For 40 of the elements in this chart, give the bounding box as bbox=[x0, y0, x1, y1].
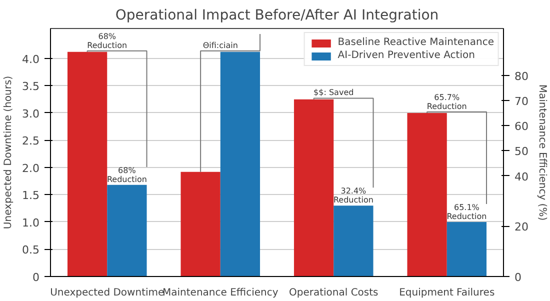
y2-tick-label: 70 bbox=[514, 94, 528, 108]
bar bbox=[334, 206, 374, 276]
annotation: Θifi:ciain bbox=[202, 40, 238, 50]
y-tick-label: 0 bbox=[32, 271, 40, 284]
y-tick-label: 1.0 bbox=[22, 216, 40, 230]
bar bbox=[67, 52, 108, 276]
annotation: 68% Reduction bbox=[106, 166, 147, 184]
y2-tick-label: 0 bbox=[514, 271, 522, 284]
y-tick-label: 0.5 bbox=[22, 244, 40, 257]
annotation: 32.4% Reduction bbox=[333, 186, 374, 205]
chart-title: Operational Impact Before/After AI Integration bbox=[115, 8, 439, 24]
y-tick-label: 3.5 bbox=[22, 80, 40, 94]
annotation: 68% Reduction bbox=[87, 32, 128, 50]
bar bbox=[180, 172, 220, 276]
bar bbox=[294, 99, 334, 276]
annotation: $$: Saved bbox=[314, 88, 354, 98]
y-tick-label: 4.0 bbox=[22, 52, 40, 66]
y2-axis-title: Maintenance Efficiency (%) bbox=[536, 84, 548, 221]
y-tick-label: 2.0 bbox=[22, 162, 40, 175]
bar bbox=[220, 52, 260, 276]
y2-tick-label: 80 bbox=[514, 70, 528, 83]
y-tick-label: 3.0 bbox=[22, 107, 40, 120]
bar bbox=[446, 222, 487, 276]
y-axis-title: Unexpected Downtime (hours) bbox=[3, 76, 14, 230]
annotation: 65.7% Reduction bbox=[426, 92, 467, 111]
bar bbox=[107, 184, 147, 276]
annotation: 65.1% Reduction bbox=[446, 202, 487, 221]
y2-tick-label: 20 bbox=[514, 220, 528, 234]
y2-tick-label: 50 bbox=[514, 145, 528, 158]
legend-label: Baseline Reactive Maintenance bbox=[338, 37, 494, 48]
legend-label: AI-Driven Preventive Action bbox=[338, 50, 475, 61]
bar bbox=[407, 112, 447, 276]
x-tick-label: Operational Costs bbox=[288, 288, 378, 298]
y2-tick-label: 40 bbox=[514, 170, 528, 184]
y-tick-label: 2.5 bbox=[22, 134, 40, 148]
x-tick-label: Maintenance Efficiency bbox=[162, 288, 278, 298]
y-tick-label: 1.5 bbox=[22, 189, 40, 202]
x-tick-label: Unexpected Downtime bbox=[50, 288, 164, 298]
y2-tick-label: 60 bbox=[514, 120, 528, 134]
x-tick-label: Equipment Failures bbox=[399, 288, 495, 298]
